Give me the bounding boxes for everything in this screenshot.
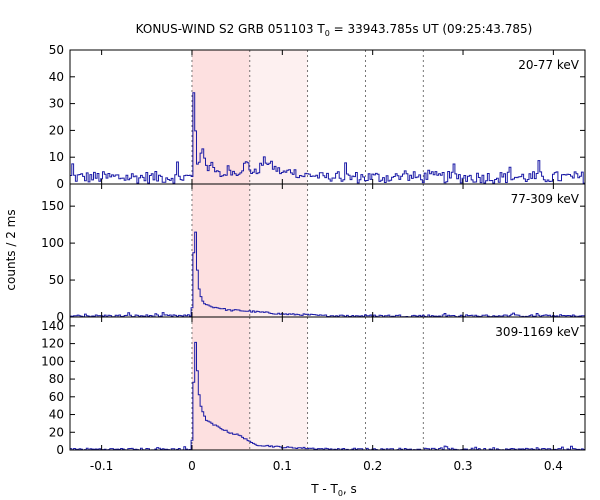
y-tick-label: 140 <box>41 319 64 333</box>
panel-frame <box>69 316 586 451</box>
x-tick-label: -0.1 <box>90 459 113 473</box>
y-tick-label: 80 <box>49 372 64 386</box>
y-tick-label: 0 <box>56 310 64 324</box>
shaded-interval-2 <box>249 50 308 184</box>
y-tick-label: 150 <box>41 199 64 213</box>
y-tick-label: 100 <box>41 236 64 250</box>
y-tick-label: 100 <box>41 354 64 368</box>
shaded-interval-2 <box>249 184 308 317</box>
y-tick-label: 10 <box>49 150 64 164</box>
energy-band-label: 20-77 keV <box>518 58 580 72</box>
energy-band-label: 309-1169 keV <box>495 325 579 339</box>
x-tick-label: 0.4 <box>544 459 563 473</box>
y-tick-label: 20 <box>49 123 64 137</box>
y-tick-label: 40 <box>49 70 64 84</box>
energy-band-label: 77-309 keV <box>511 192 580 206</box>
shaded-interval-1 <box>191 50 250 184</box>
y-axis-label: counts / 2 ms <box>4 209 18 290</box>
panel-1: 0 10 20 30 40 50 20-77 keV <box>49 43 586 191</box>
y-tick-label: 20 <box>49 425 64 439</box>
light-curve-2 <box>70 231 585 318</box>
x-tick-label: 0.3 <box>453 459 472 473</box>
y-tick-label: 50 <box>49 273 64 287</box>
x-axis-label: T - T0, s <box>310 482 357 498</box>
x-tick-label: 0 <box>188 459 196 473</box>
y-tick-label: 0 <box>56 177 64 191</box>
y-tick-label: 30 <box>49 97 64 111</box>
shaded-interval-1 <box>191 317 250 450</box>
panel-2: 0 50 100 150 77-309 keV <box>41 183 586 324</box>
x-tick-label: 0.1 <box>273 459 292 473</box>
light-curve-3 <box>70 341 585 451</box>
shaded-interval-1 <box>191 184 250 317</box>
shaded-interval-2 <box>249 317 308 450</box>
panel-frame <box>69 49 586 185</box>
y-tick-label: 50 <box>49 43 64 57</box>
panel-frame <box>69 183 586 318</box>
y-tick-label: 40 <box>49 408 64 422</box>
y-tick-label: 120 <box>41 337 64 351</box>
light-curve-1 <box>70 92 585 184</box>
y-tick-label: 60 <box>49 390 64 404</box>
y-tick-label: 0 <box>56 443 64 457</box>
x-tick-label: 0.2 <box>363 459 382 473</box>
panel-3: 0 20 40 60 80 100 120 140 309-1169 keV <box>41 316 586 457</box>
chart-title: KONUS-WIND S2 GRB 051103 T0 = 33943.785s… <box>136 22 533 38</box>
